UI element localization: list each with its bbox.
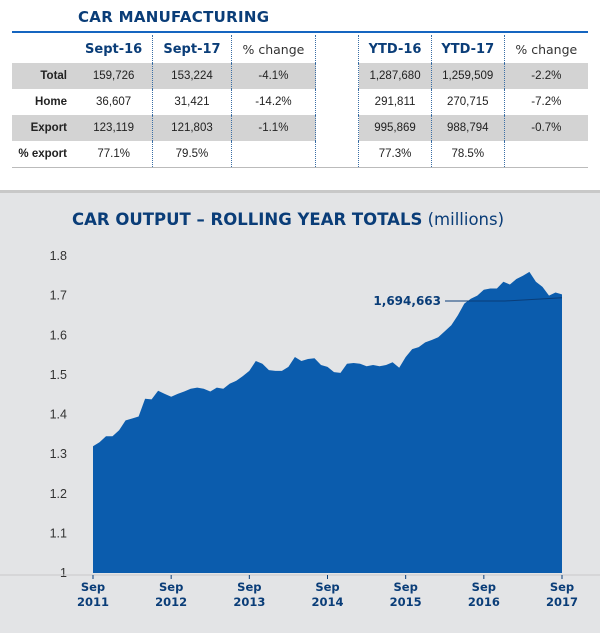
table-gap [315,63,360,89]
table-cell: -0.7% [504,115,588,141]
y-tick-label: 1.6 [50,328,67,342]
x-tick-month: Sep [394,580,418,594]
x-tick-month: Sep [81,580,105,594]
x-tick-year: 2014 [311,595,343,609]
chart-title: CAR OUTPUT – ROLLING YEAR TOTALS (millio… [72,210,504,229]
x-tick-year: 2015 [390,595,422,609]
table-cell: 79.5% [152,141,232,168]
area-series [93,271,562,573]
table-title: CAR MANUFACTURING [78,8,270,26]
table-cell: -2.2% [504,63,588,89]
table-cell: 159,726 [75,63,154,89]
area-chart: 11.11.21.31.41.51.61.71.8Sep2011Sep2012S… [0,249,600,609]
x-tick-year: 2016 [468,595,500,609]
section-divider [0,190,600,193]
table-gap [315,141,360,168]
annotation-leader-end [504,297,563,302]
y-tick-label: 1.1 [50,526,67,540]
y-tick-label: 1 [60,566,67,580]
header-change-ytd: % change [515,41,578,57]
table-cell: 153,224 [152,63,232,89]
title-rule [12,31,588,33]
header-ytd-17: YTD-17 [431,35,505,63]
table-row: % export 77.1% 79.5% 77.3% 78.5% [12,141,588,168]
y-tick-label: 1.7 [50,289,67,303]
row-label-header [12,35,75,63]
table-cell: 78.5% [431,141,505,168]
x-tick-month: Sep [315,580,339,594]
table-cell [504,141,588,168]
y-tick-label: 1.4 [50,408,67,422]
table-cell [231,141,317,168]
table-cell: 995,869 [358,115,432,141]
table-gap [315,89,360,115]
table-row: Export 123,119 121,803 -1.1% 995,869 988… [12,115,588,141]
manufacturing-table-panel: CAR MANUFACTURING Sept-16 Sept-17 % chan… [0,0,600,190]
x-tick-month: Sep [550,580,574,594]
table-cell: -4.1% [231,63,317,89]
x-tick-month: Sep [237,580,261,594]
y-tick-label: 1.3 [50,447,67,461]
header-sept-17: Sept-17 [152,35,232,63]
chart-panel: CAR OUTPUT – ROLLING YEAR TOTALS (millio… [0,193,600,633]
x-tick-year: 2013 [233,595,265,609]
table-row: Home 36,607 31,421 -14.2% 291,811 270,71… [12,89,588,115]
table-cell: 77.3% [358,141,432,168]
table-row: Total 159,726 153,224 -4.1% 1,287,680 1,… [12,63,588,89]
table-cell: 988,794 [431,115,505,141]
header-change-month: % change [231,35,317,63]
table-cell: 270,715 [431,89,505,115]
y-tick-label: 1.2 [50,487,67,501]
table-cell: 31,421 [152,89,232,115]
y-tick-label: 1.8 [50,249,67,263]
chart-title-main: CAR OUTPUT – ROLLING YEAR TOTALS [72,210,423,229]
x-tick-month: Sep [159,580,183,594]
row-label: Home [35,96,67,108]
y-tick-label: 1.5 [50,368,67,382]
table-cell: -14.2% [231,89,317,115]
header-sept-16: Sept-16 [75,35,154,63]
chart-title-unit: (millions) [427,210,505,229]
header-gap [315,35,360,63]
row-label: Total [12,63,75,89]
table-cell: 77.1% [75,141,154,168]
header-row: Sept-16 Sept-17 % change YTD-16 YTD-17 %… [12,35,588,63]
table-cell: 123,119 [75,115,154,141]
table-cell: -1.1% [231,115,317,141]
manufacturing-table: Sept-16 Sept-17 % change YTD-16 YTD-17 %… [12,35,588,168]
table-cell: 1,287,680 [358,63,432,89]
x-tick-year: 2011 [77,595,109,609]
x-tick-year: 2012 [155,595,187,609]
table-cell: 1,259,509 [431,63,505,89]
x-tick-month: Sep [472,580,496,594]
annotation-label: 1,694,663 [373,294,441,308]
x-tick-year: 2017 [546,595,578,609]
table-cell: 291,811 [358,89,432,115]
table-gap [315,115,360,141]
row-label: Export [12,115,75,141]
header-ytd-16: YTD-16 [358,35,432,63]
row-label: % export [12,141,75,168]
table-cell: 36,607 [75,89,154,115]
table-cell: -7.2% [531,96,562,108]
table-cell: 121,803 [152,115,232,141]
